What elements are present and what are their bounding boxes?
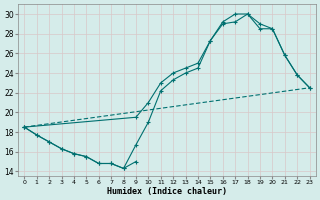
X-axis label: Humidex (Indice chaleur): Humidex (Indice chaleur): [107, 187, 227, 196]
